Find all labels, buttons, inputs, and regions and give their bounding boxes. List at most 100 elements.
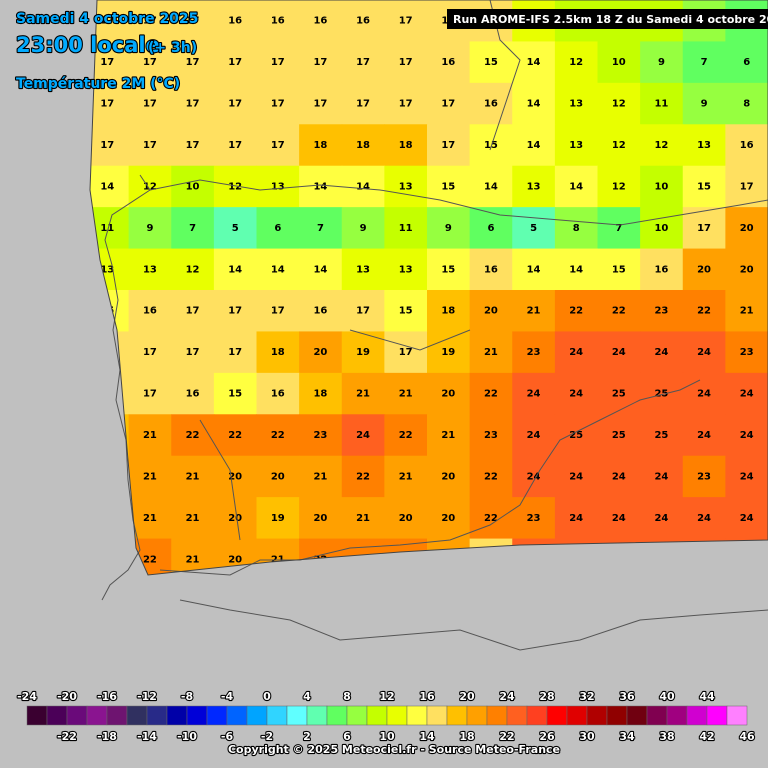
- temperature-value: 13: [399, 181, 413, 192]
- temperature-cell: [512, 290, 556, 332]
- temperature-value: 23: [697, 471, 711, 482]
- legend-swatch: [466, 705, 488, 726]
- temperature-value: 14: [100, 181, 114, 192]
- legend-label: 16: [419, 690, 435, 703]
- temperature-value: 21: [399, 389, 413, 400]
- temperature-cell: [725, 455, 768, 498]
- legend-label: 44: [699, 690, 715, 703]
- temperature-value: 25: [654, 389, 668, 400]
- temperature-cell: [640, 248, 684, 291]
- temperature-value: 17: [697, 223, 711, 234]
- temperature-cell: [597, 497, 641, 540]
- legend-label: 10: [379, 730, 395, 743]
- legend-swatch: [346, 705, 368, 726]
- temperature-cell: [427, 414, 471, 457]
- temperature-cell: [384, 331, 428, 374]
- temperature-cell: [554, 207, 598, 250]
- temperature-cell: [299, 124, 343, 167]
- temperature-cell: [299, 41, 343, 84]
- temperature-cell: [725, 82, 768, 125]
- temperature-cell: [682, 165, 726, 208]
- temperature-value: 15: [228, 389, 242, 400]
- date: Samedi 4 octobre 2025: [16, 11, 198, 27]
- temperature-value: 20: [313, 513, 327, 524]
- temperature-value: 14: [527, 57, 541, 68]
- temperature-value: 16: [228, 16, 242, 27]
- temperature-value: 24: [569, 389, 583, 400]
- temperature-value: 24: [527, 471, 541, 482]
- temperature-cell: [213, 414, 257, 457]
- temperature-cell: [171, 331, 215, 374]
- temperature-cell: [384, 372, 428, 415]
- temperature-value: 20: [441, 389, 455, 400]
- temperature-cell: [554, 497, 598, 540]
- temperature-value: 24: [356, 430, 370, 441]
- temperature-cell: [512, 124, 556, 167]
- temperature-cell: [682, 207, 726, 250]
- temperature-cell: [213, 497, 257, 540]
- temperature-cell: [554, 82, 598, 125]
- temperature-cell: [341, 165, 385, 208]
- temperature-cell: [469, 207, 513, 250]
- temperature-value: 17: [186, 140, 200, 151]
- temperature-value: 15: [399, 306, 413, 317]
- temperature-value: 12: [612, 99, 626, 110]
- temperature-value: 7: [317, 223, 324, 234]
- temperature-cell: [469, 497, 513, 540]
- temperature-value: 11: [399, 223, 413, 234]
- temperature-value: 25: [569, 430, 583, 441]
- temperature-value: 17: [313, 99, 327, 110]
- temperature-cell: [384, 248, 428, 291]
- temperature-value: 17: [100, 16, 114, 27]
- temperature-cell: [256, 0, 300, 42]
- temperature-cell: [469, 331, 513, 374]
- temperature-value: 24: [527, 389, 541, 400]
- temperature-value: 25: [612, 430, 626, 441]
- temperature-value: 12: [612, 140, 626, 151]
- temperature-value: 17: [271, 99, 285, 110]
- temperature-value: 22: [399, 430, 413, 441]
- temperature-value: 17: [271, 306, 285, 317]
- temperature-value: 21: [186, 471, 200, 482]
- temperature-value: 21: [186, 513, 200, 524]
- legend-swatch: [206, 705, 228, 726]
- legend-swatch: [186, 705, 208, 726]
- temperature-value: 24: [569, 513, 583, 524]
- temperature-value: 11: [100, 223, 114, 234]
- temperature-value: 23: [527, 347, 541, 358]
- temperature-cell: [256, 165, 300, 208]
- temperature-value: 18: [271, 347, 285, 358]
- legend-label: 42: [699, 730, 714, 743]
- temperature-cell: [725, 290, 768, 332]
- temperature-value: 16: [441, 57, 455, 68]
- temperature-value: 24: [654, 347, 668, 358]
- temperature-cell: [597, 248, 641, 291]
- temperature-value: 24: [697, 513, 711, 524]
- legend-label: 6: [343, 730, 351, 743]
- temperature-cell: [554, 41, 598, 84]
- temperature-value: 23: [740, 347, 754, 358]
- legend-label: -22: [57, 730, 77, 743]
- temperature-cell: [682, 414, 726, 457]
- legend-label: 14: [419, 730, 435, 743]
- temperature-value: 16: [271, 389, 285, 400]
- temperature-value: 21: [186, 554, 200, 565]
- temperature-cell: [725, 207, 768, 250]
- temperature-value: 11: [654, 99, 668, 110]
- time-offset: (+ 3h): [148, 40, 197, 56]
- temperature-value: 20: [228, 471, 242, 482]
- legend-swatch: [26, 705, 48, 726]
- temperature-value: 16: [186, 389, 200, 400]
- temperature-cell: [299, 414, 343, 457]
- temperature-value: 13: [356, 264, 370, 275]
- temperature-cell: [256, 290, 300, 332]
- legend-swatch: [166, 705, 188, 726]
- temperature-cell: [554, 455, 598, 498]
- temperature-value: 9: [360, 223, 367, 234]
- legend-swatch: [326, 705, 348, 726]
- temperature-cell: [299, 372, 343, 415]
- legend-label: 38: [659, 730, 674, 743]
- temperature-value: 13: [100, 264, 114, 275]
- legend-swatch: [266, 705, 288, 726]
- temperature-cell: [341, 290, 385, 332]
